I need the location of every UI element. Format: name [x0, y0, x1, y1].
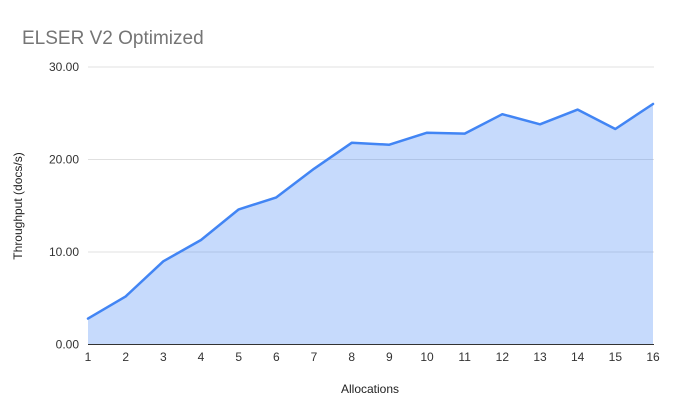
- x-tick-label: 2: [122, 350, 129, 364]
- x-tick-label: 10: [420, 350, 434, 364]
- chart-title: ELSER V2 Optimized: [22, 28, 204, 49]
- gridlines-layer: [88, 66, 654, 253]
- x-tick-label: 13: [533, 350, 547, 364]
- y-tick-label: 30.00: [49, 60, 79, 74]
- x-tick-label: 16: [646, 350, 660, 364]
- series-line: [86, 102, 655, 320]
- x-tick-label: 14: [571, 350, 585, 364]
- x-tick-label: 15: [609, 350, 623, 364]
- x-tick-label: 4: [198, 350, 205, 364]
- y-tick-labels: 0.00 10.00 20.00 30.00: [49, 60, 79, 352]
- x-axis-title: Allocations: [341, 382, 399, 396]
- x-tick-label: 6: [273, 350, 280, 364]
- x-tick-label: 3: [160, 350, 167, 364]
- x-tick-label: 11: [458, 350, 471, 364]
- y-tick-label: 0.00: [56, 338, 80, 352]
- x-tick-label: 5: [235, 350, 242, 364]
- y-tick-label: 20.00: [49, 153, 79, 167]
- y-tick-label: 10.00: [49, 245, 79, 259]
- x-tick-label: 1: [85, 350, 92, 364]
- x-tick-label: 9: [386, 350, 393, 364]
- x-tick-label: 12: [496, 350, 510, 364]
- area-fill: [88, 104, 653, 345]
- x-tick-labels: 1 2 3 4 5 6 7 8 9 10 11 12 13 14 15 16: [85, 350, 660, 364]
- y-axis-title: Throughput (docs/s): [11, 152, 25, 259]
- x-tick-label: 8: [348, 350, 355, 364]
- x-tick-label: 7: [311, 350, 318, 364]
